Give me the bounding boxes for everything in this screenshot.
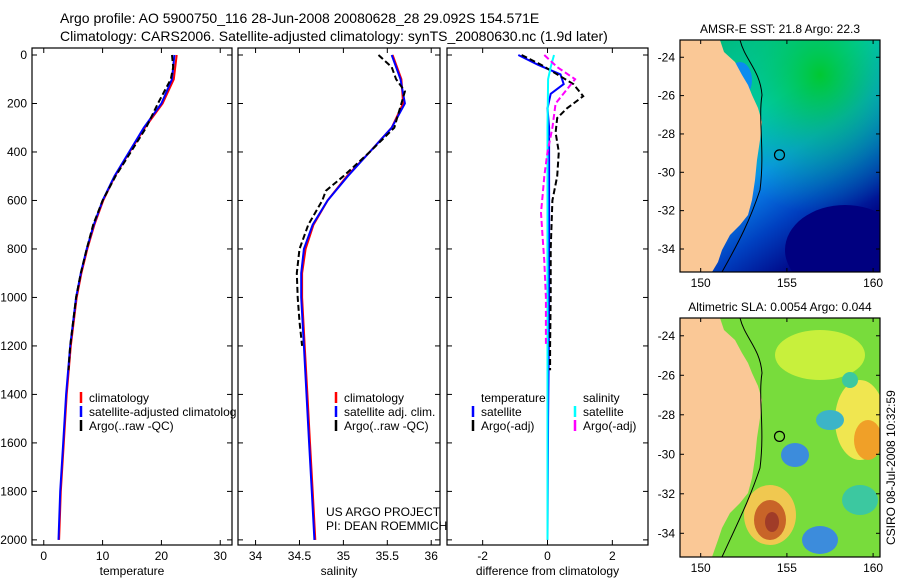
map-title: AMSR-E SST: 21.8 Argo: 22.3	[700, 22, 860, 36]
x-tick-label: 155	[777, 561, 797, 575]
x-tick-label: 2	[609, 549, 616, 563]
y-tick-label: -32	[658, 487, 676, 501]
land-mass	[680, 40, 762, 272]
y-tick-label: 1000	[0, 290, 27, 304]
sst-cold-region	[785, 205, 880, 272]
legend-entry: climatology	[344, 391, 404, 405]
legend-entry: satellite	[583, 405, 624, 419]
x-axis-label: difference from climatology	[476, 564, 619, 578]
x-tick-label: 0	[40, 549, 47, 563]
legend-entry: Argo(-adj)	[583, 419, 636, 433]
series-line-salinity-satellite	[546, 54, 555, 540]
profile-panel-1: 0 10 20 30 temperature 0 200 400 600 800 1000 1200 1…	[0, 47, 236, 578]
y-tick-label: 800	[7, 242, 27, 256]
argo-location-marker	[773, 149, 786, 161]
x-axis-label: temperature	[100, 564, 165, 578]
x-tick-label: 20	[155, 549, 169, 563]
map-axes-1: AMSR-E SST: 21.8 Argo: 22.3 150 155 160 -24 -…	[658, 22, 884, 290]
x-tick-label: 35	[337, 549, 351, 563]
sla-eddy	[765, 512, 779, 532]
y-tick-label: 1200	[0, 339, 27, 353]
x-tick-label: 150	[691, 276, 711, 290]
x-tick-label: 160	[863, 276, 883, 290]
sla-eddy	[842, 485, 878, 515]
profile-panel-2: 34 34.5 35 35.5 36 salinity climatologysatelli…	[237, 47, 441, 578]
y-tick-label: 1400	[0, 387, 27, 401]
legend-entry: satellite adj. clim.	[344, 405, 435, 419]
map-title: Altimetric SLA: 0.0054 Argo: 0.044	[688, 300, 872, 314]
map-frame	[679, 317, 881, 558]
series-line-temperature-satellite	[517, 54, 565, 540]
y-tick-label: -24	[658, 50, 676, 64]
y-tick-label: -34	[658, 526, 676, 540]
y-tick-label: 200	[7, 96, 27, 110]
legend-entry: temperature	[481, 391, 546, 405]
figure-title-line2: Climatology: CARS2006. Satellite-adjuste…	[60, 28, 608, 44]
isobath-contour	[721, 40, 763, 272]
y-tick-label: -26	[658, 89, 676, 103]
series-line-salinity-argo-adj-	[539, 54, 577, 346]
series-line-argo-raw-qc-	[67, 54, 175, 371]
legend-entry: satellite-adjusted climatolog	[89, 405, 236, 419]
map-axes-2: Altimetric SLA: 0.0054 Argo: 0.044 150 155…	[658, 300, 884, 575]
axes-frame	[237, 47, 441, 546]
map-frame	[679, 39, 881, 273]
sla-eddy	[816, 410, 844, 430]
isobath-contour	[721, 318, 763, 557]
y-tick-label: -28	[658, 408, 676, 422]
y-tick-label: -26	[658, 368, 676, 382]
legend-entry: satellite	[481, 405, 522, 419]
y-tick-label: -30	[658, 447, 676, 461]
y-tick-label: -24	[658, 329, 676, 343]
x-tick-label: 160	[863, 561, 883, 575]
x-tick-label: 36	[425, 549, 439, 563]
x-tick-label: 34.5	[288, 549, 312, 563]
y-tick-label: -32	[658, 204, 676, 218]
y-tick-label: 2000	[0, 533, 27, 547]
series-line-argo-raw-qc-	[295, 54, 406, 347]
x-tick-label: 155	[777, 276, 797, 290]
x-axis-label: salinity	[321, 564, 358, 578]
y-tick-label: 1800	[0, 484, 27, 498]
x-tick-label: 35.5	[376, 549, 400, 563]
sla-eddy	[775, 330, 865, 380]
x-tick-label: 10	[96, 549, 110, 563]
y-tick-label: 400	[7, 145, 27, 159]
axes-frame	[31, 47, 233, 546]
x-tick-label: 34	[249, 549, 263, 563]
y-tick-label: -30	[658, 165, 676, 179]
sla-eddy	[854, 420, 880, 460]
legend-entry: salinity	[583, 391, 620, 405]
pi-label: PI: DEAN ROEMMICH	[326, 519, 448, 533]
x-tick-label: -2	[477, 549, 488, 563]
sla-map	[679, 317, 881, 558]
x-tick-label: 30	[214, 549, 228, 563]
argo-location-marker	[773, 430, 786, 442]
y-tick-label: -28	[658, 127, 676, 141]
legend-entry: Argo(-adj)	[481, 419, 534, 433]
sla-eddy	[781, 443, 809, 467]
legend-entry: Argo(..raw -QC)	[344, 419, 429, 433]
series-line-satellite-adj-clim-	[300, 54, 406, 540]
sst-map	[679, 39, 881, 273]
x-tick-label: 150	[691, 561, 711, 575]
series-line-climatology	[301, 54, 405, 540]
legend-entry: climatology	[89, 391, 149, 405]
x-tick-label: 0	[544, 549, 551, 563]
y-tick-label: 1600	[0, 436, 27, 450]
sla-eddy	[802, 526, 838, 554]
y-tick-label: -34	[658, 242, 676, 256]
land-mass	[680, 318, 762, 557]
sla-eddy	[842, 372, 858, 388]
figure-title-line1: Argo profile: AO 5900750_116 28-Jun-2008…	[60, 10, 540, 26]
legend-entry: Argo(..raw -QC)	[89, 419, 174, 433]
csiro-timestamp: CSIRO 08-Jul-2008 10:32:59	[884, 390, 898, 545]
project-label: US ARGO PROJECT	[326, 505, 441, 519]
y-tick-label: 0	[20, 48, 27, 62]
series-line-temperature-argo-adj-	[521, 54, 585, 371]
y-tick-label: 600	[7, 193, 27, 207]
